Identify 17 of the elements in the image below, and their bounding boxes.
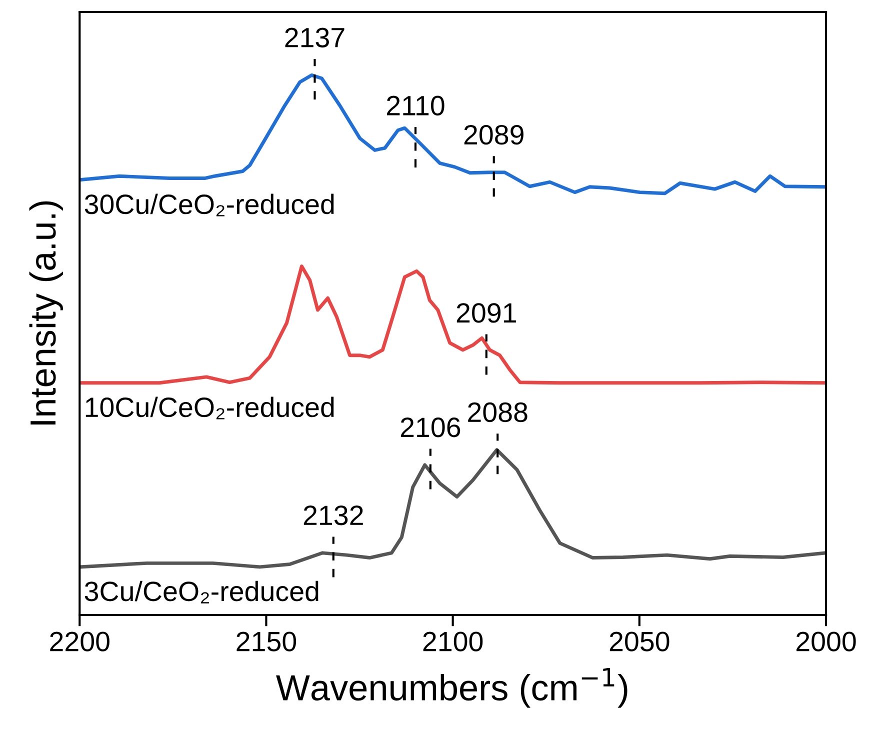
annotation: 2110: [387, 96, 444, 116]
x-tick-label: 2050: [610, 632, 670, 652]
x-tick-label: 2200: [50, 632, 110, 652]
annotation: 2088: [468, 402, 528, 422]
x-axis-title: Wavenumbers (cm$^{−1}$): [276, 668, 628, 708]
annotation: 2091: [456, 303, 516, 323]
annotation: 2137: [285, 28, 344, 48]
x-tick-label: 2100: [423, 632, 483, 652]
annotation: 2089: [464, 124, 524, 145]
x-tick-label: 2000: [796, 632, 856, 652]
series-label: 10Cu/CeO₂-reduced: [86, 396, 334, 420]
annotation: 2106: [400, 418, 460, 438]
series-label: 30Cu/CeO₂-reduced: [84, 194, 334, 216]
annotation: 2132: [304, 506, 363, 526]
y-axis-title: Intensity (a.u.): [29, 201, 63, 425]
x-tick-label: 2150: [236, 632, 296, 652]
series-label: 3Cu/CeO₂-reduced: [84, 580, 318, 604]
